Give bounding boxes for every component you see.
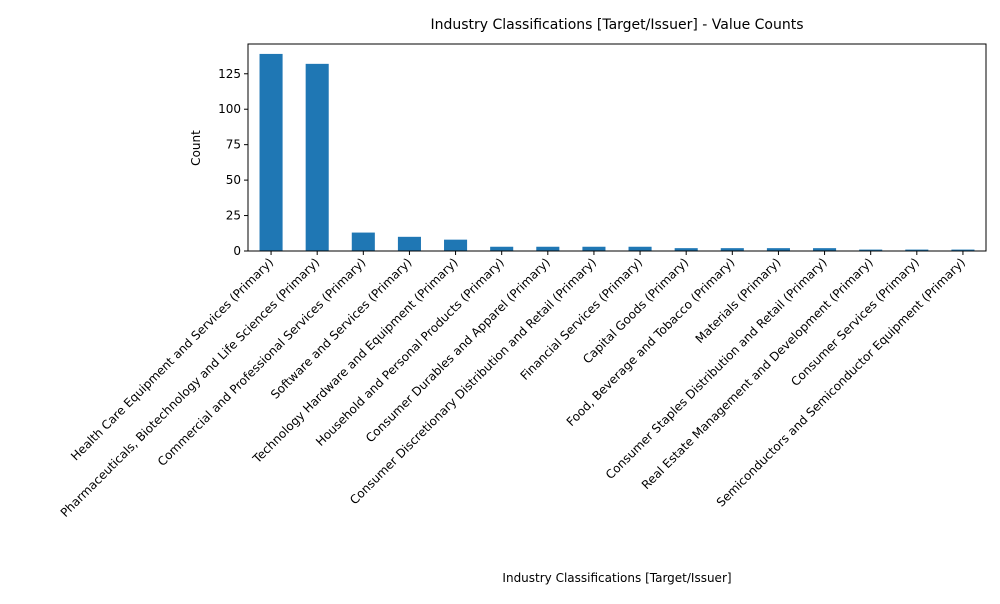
x-axis-ticks: Health Care Equipment and Services (Prim… bbox=[58, 251, 968, 520]
y-axis-label: Count bbox=[189, 130, 203, 166]
x-axis-label: Industry Classifications [Target/Issuer] bbox=[502, 571, 731, 585]
bar-3 bbox=[397, 236, 421, 251]
y-tick-label: 0 bbox=[233, 244, 241, 258]
axes-frame bbox=[247, 43, 987, 252]
bar-4 bbox=[444, 239, 468, 251]
bar-12 bbox=[813, 248, 837, 251]
bar-5 bbox=[490, 246, 514, 251]
x-tick-label: Consumer Staples Distribution and Retail… bbox=[603, 255, 830, 482]
y-tick-label: 125 bbox=[218, 67, 241, 81]
bar-6 bbox=[536, 246, 560, 251]
bar-10 bbox=[720, 248, 744, 251]
bar-13 bbox=[859, 249, 883, 251]
y-tick-label: 75 bbox=[226, 138, 241, 152]
bar-7 bbox=[582, 246, 606, 251]
x-tick-label: Commercial and Professional Services (Pr… bbox=[155, 255, 369, 469]
x-tick-label: Materials (Primary) bbox=[693, 255, 784, 346]
bar-8 bbox=[628, 246, 652, 251]
bar-2 bbox=[351, 232, 375, 251]
bar-9 bbox=[674, 248, 698, 251]
bar-0 bbox=[259, 53, 283, 251]
y-tick-label: 25 bbox=[226, 209, 241, 223]
bar-11 bbox=[766, 248, 790, 251]
x-tick-label: Food, Beverage and Tobacco (Primary) bbox=[564, 255, 738, 429]
bar-14 bbox=[905, 249, 929, 251]
x-tick-label: Health Care Equipment and Services (Prim… bbox=[68, 255, 276, 463]
bar-1 bbox=[305, 63, 329, 251]
chart-title: Industry Classifications [Target/Issuer]… bbox=[430, 17, 803, 33]
y-axis-ticks: 0 25 50 75 100 125 bbox=[218, 67, 248, 258]
bar-15 bbox=[951, 249, 975, 251]
y-tick-label: 100 bbox=[218, 102, 241, 116]
y-tick-label: 50 bbox=[226, 173, 241, 187]
bars-group bbox=[259, 53, 975, 251]
